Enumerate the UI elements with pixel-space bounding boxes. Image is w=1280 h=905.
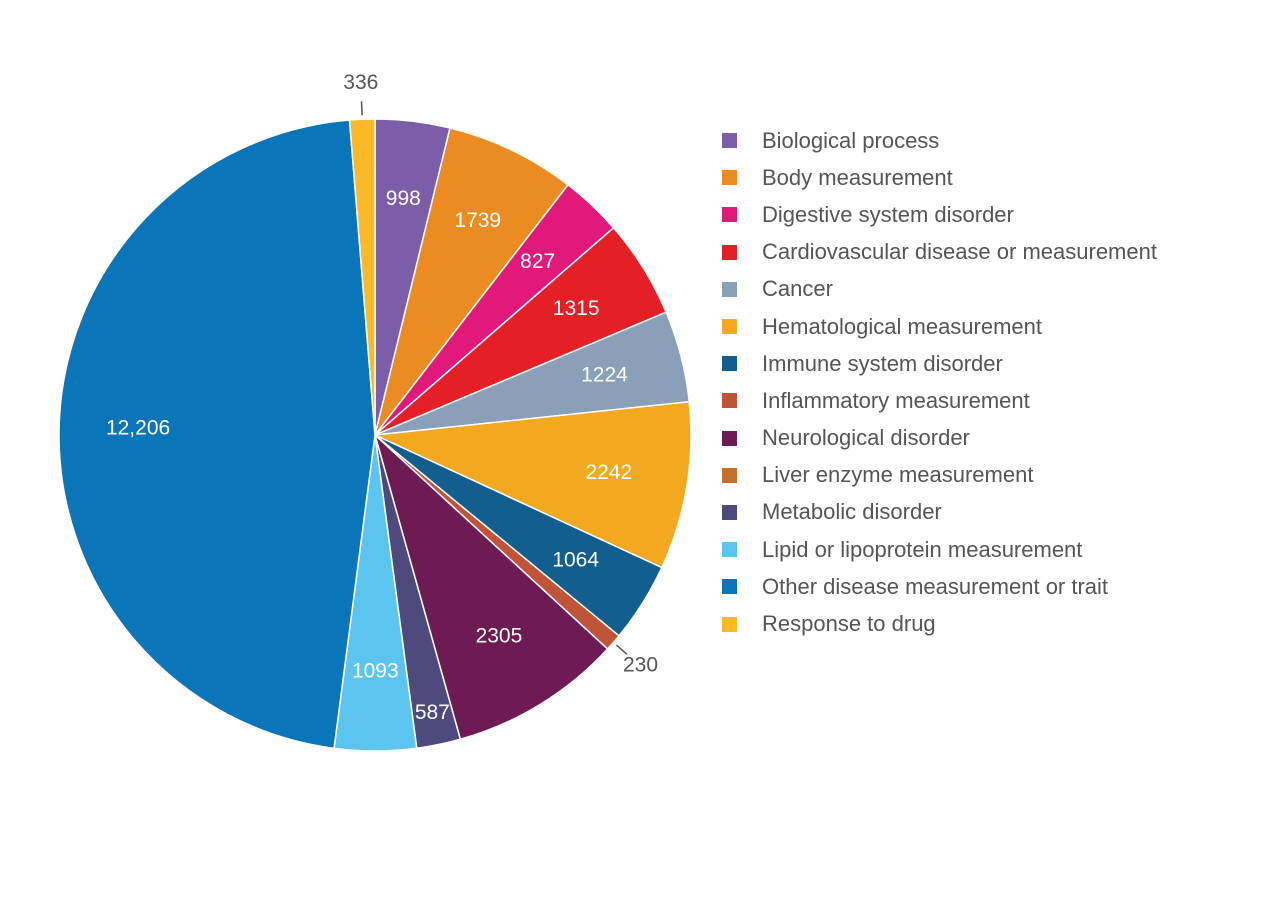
- leader-line: [615, 644, 628, 655]
- legend-label: Liver enzyme measurement: [762, 462, 1034, 488]
- slice-label: 230: [623, 654, 658, 677]
- legend-item: Metabolic disorder: [722, 494, 1157, 531]
- legend-swatch: [722, 133, 737, 149]
- pie-slice: [58, 119, 376, 750]
- legend-swatch: [722, 207, 737, 223]
- legend-swatch: [722, 319, 737, 335]
- leader-line: [360, 101, 363, 116]
- legend-swatch: [722, 244, 737, 260]
- legend-label: Other disease measurement or trait: [762, 573, 1109, 599]
- slice-label: 998: [386, 187, 421, 210]
- slice-label: 12,206: [106, 417, 170, 440]
- legend-label: Cardiovascular disease or measurement: [762, 239, 1157, 265]
- legend-item: Body measurement: [722, 159, 1157, 196]
- legend-item: Other disease measurement or trait: [722, 568, 1157, 605]
- legend-item: Lipid or lipoprotein measurement: [722, 531, 1157, 568]
- legend-item: Inflammatory measurement: [722, 382, 1157, 419]
- legend-label: Body measurement: [762, 164, 953, 190]
- legend-swatch: [722, 467, 737, 483]
- legend-label: Neurological disorder: [762, 425, 970, 451]
- slice-label: 1315: [553, 297, 600, 320]
- legend-swatch: [722, 356, 737, 372]
- legend-swatch: [722, 281, 737, 297]
- pie-svg: 998 1739 827 1315 1224 2242 1064 230 2305 587 1093…: [58, 71, 692, 752]
- legend-item: Hematological measurement: [722, 308, 1157, 345]
- pie-slice: [373, 432, 609, 741]
- slice-label: 336: [343, 71, 378, 94]
- legend-item: Neurological disorder: [722, 420, 1157, 457]
- legend-label: Lipid or lipoprotein measurement: [762, 536, 1083, 562]
- pie-slice: [372, 400, 692, 569]
- legend-item: Digestive system disorder: [722, 196, 1157, 233]
- legend-swatch: [722, 504, 737, 520]
- legend-item: Biological process: [722, 122, 1157, 159]
- legend-swatch: [722, 579, 737, 595]
- slice-label: 2242: [585, 461, 632, 484]
- slice-label: 827: [520, 250, 555, 273]
- legend-swatch: [722, 542, 737, 558]
- slice-label: 1093: [352, 660, 399, 683]
- legend-item: Cancer: [722, 271, 1157, 308]
- legend-label: Biological process: [762, 127, 940, 153]
- slice-label: 1224: [581, 363, 628, 386]
- legend-swatch: [722, 393, 737, 409]
- legend-label: Response to drug: [762, 611, 936, 637]
- slice-label: 1064: [552, 549, 599, 572]
- legend-swatch: [722, 170, 737, 186]
- legend-label: Hematological measurement: [762, 313, 1043, 339]
- legend-swatch: [722, 616, 737, 632]
- slice-label: 2305: [476, 625, 523, 648]
- legend-swatch: [722, 430, 737, 446]
- legend-label: Digestive system disorder: [762, 201, 1014, 227]
- pie-slice: [348, 118, 376, 436]
- legend-item: Immune system disorder: [722, 345, 1157, 382]
- slice-label: 587: [415, 701, 450, 724]
- legend-item: Response to drug: [722, 605, 1157, 642]
- legend-label: Cancer: [762, 276, 833, 302]
- slice-label: 1739: [454, 209, 501, 232]
- legend-label: Immune system disorder: [762, 350, 1003, 376]
- legend-label: Metabolic disorder: [762, 499, 942, 525]
- legend-item: Liver enzyme measurement: [722, 457, 1157, 494]
- legend-item: Cardiovascular disease or measurement: [722, 234, 1157, 271]
- pie-slice: [374, 127, 570, 436]
- legend-label: Inflammatory measurement: [762, 387, 1030, 413]
- legend: Biological process Body measurement Digest…: [722, 122, 1157, 643]
